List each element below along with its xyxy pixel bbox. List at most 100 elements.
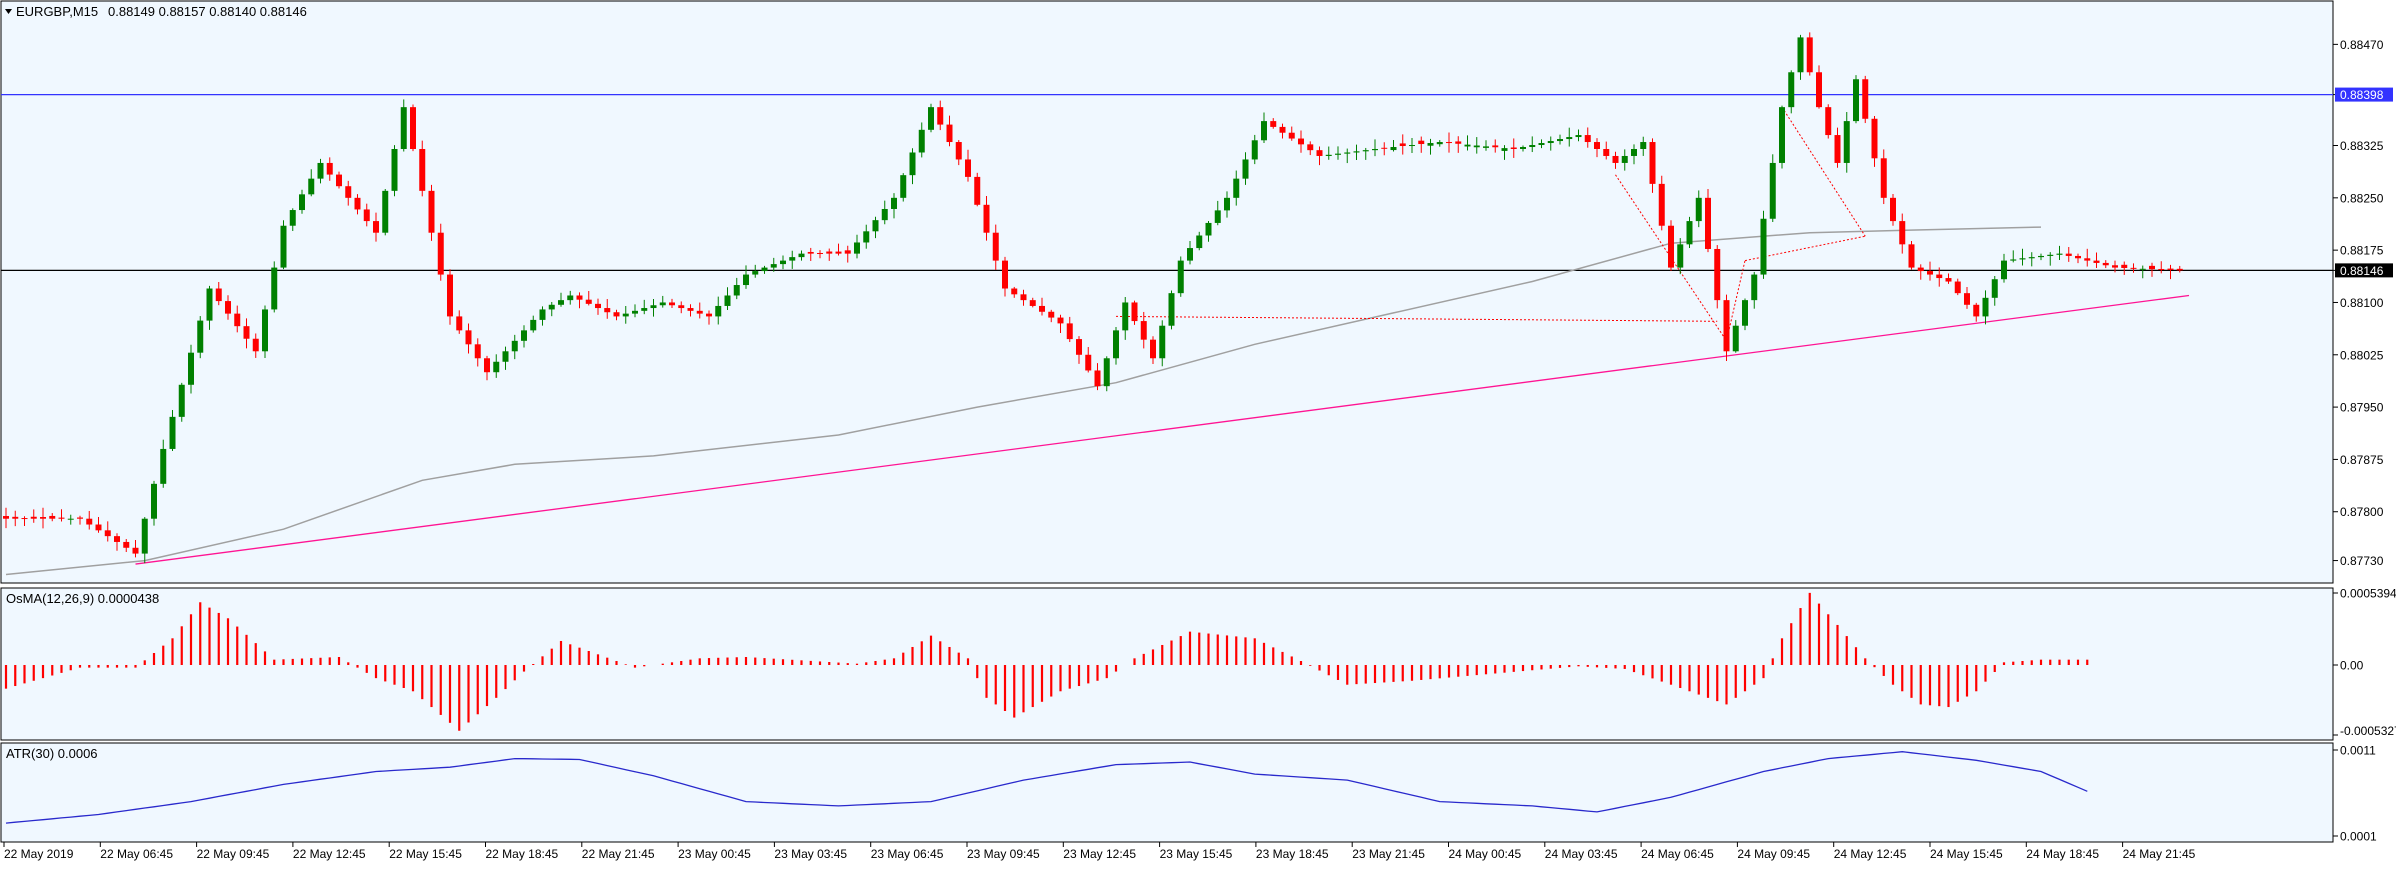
- candle-body: [696, 310, 703, 314]
- candle-body: [1316, 150, 1323, 156]
- time-tick-label: 24 May 03:45: [1545, 847, 1618, 861]
- candle-body: [77, 517, 83, 519]
- candle-body: [1205, 222, 1212, 236]
- candle-body: [178, 384, 185, 417]
- price-panel[interactable]: EURGBP,M15 0.88149 0.88157 0.88140 0.881…: [0, 0, 2334, 584]
- candle-body: [1159, 325, 1166, 359]
- candle-body: [1806, 37, 1813, 73]
- candle-body: [678, 305, 685, 309]
- candle-body: [946, 124, 953, 143]
- candle-body: [1584, 135, 1591, 143]
- candle-body: [262, 309, 268, 352]
- candle-body: [1723, 300, 1730, 352]
- candle-body: [169, 416, 176, 449]
- candle-body: [1936, 274, 1943, 279]
- time-tick-label: 24 May 12:45: [1834, 847, 1907, 861]
- candle-body: [1418, 140, 1425, 145]
- ohlc-values: 0.88149 0.88157 0.88140 0.88146: [108, 4, 307, 19]
- candle-body: [215, 288, 222, 302]
- candle-body: [1843, 121, 1850, 163]
- resistance-price-badge: [2335, 87, 2393, 102]
- candle-body: [1742, 300, 1748, 326]
- candle-body: [1177, 260, 1184, 294]
- candle-body: [391, 149, 398, 191]
- trendline[interactable]: [135, 294, 2190, 565]
- candle-body: [909, 152, 916, 176]
- candle-body: [58, 517, 65, 519]
- price-tick-label: 0.88025: [2340, 348, 2384, 362]
- candle-body: [1436, 142, 1443, 145]
- candle-body: [1880, 158, 1887, 198]
- candle-body: [410, 107, 416, 149]
- candle-body: [1557, 139, 1563, 142]
- candle-body: [30, 516, 37, 519]
- candle-body: [141, 518, 148, 554]
- candle-body: [1066, 323, 1073, 340]
- price-tick-label: 0.88470: [2340, 38, 2384, 52]
- candle-body: [1547, 141, 1554, 144]
- candle-body: [992, 232, 999, 261]
- candle-body: [1631, 149, 1637, 156]
- candle-body: [530, 319, 537, 331]
- candle-body: [817, 252, 823, 254]
- candle-body: [863, 231, 870, 243]
- candle-body: [400, 107, 407, 149]
- candle-body: [807, 251, 814, 254]
- candle-body: [1011, 288, 1018, 295]
- osma-panel[interactable]: OsMA(12,26,9) 0.0000438: [0, 587, 2334, 741]
- candle-body: [780, 260, 786, 265]
- price-tick-label: 0.87875: [2340, 453, 2384, 467]
- candle-body: [1233, 178, 1240, 198]
- candle-body: [3, 516, 9, 519]
- candle-body: [539, 309, 546, 320]
- candle-body: [447, 274, 453, 317]
- candle-body: [67, 518, 74, 520]
- candle-body: [2028, 257, 2035, 259]
- candle-body: [595, 303, 601, 309]
- candle-body: [1362, 150, 1369, 152]
- candle-body: [1242, 159, 1249, 179]
- candle-body: [965, 159, 971, 177]
- dropdown-triangle-icon[interactable]: [5, 9, 12, 14]
- candle-body: [465, 330, 472, 345]
- candle-body: [206, 288, 213, 321]
- time-tick-label: 22 May 18:45: [486, 847, 559, 861]
- candle-body: [317, 162, 324, 179]
- candle-body: [151, 483, 157, 519]
- candles: [3, 32, 2183, 564]
- candle-body: [2047, 254, 2054, 256]
- candle-body: [1103, 358, 1110, 387]
- candle-body: [1122, 302, 1129, 331]
- candle-body: [1964, 293, 1970, 305]
- candle-body: [983, 204, 990, 233]
- candle-body: [1658, 183, 1665, 226]
- candle-body: [1029, 300, 1036, 306]
- time-tick-label: 22 May 06:45: [100, 847, 173, 861]
- candle-body: [567, 295, 574, 301]
- candle-body: [918, 129, 925, 153]
- candle-body: [419, 149, 426, 191]
- candle-body: [1288, 132, 1295, 139]
- candle-body: [558, 300, 564, 305]
- candle-body: [456, 316, 463, 331]
- candle-body: [326, 162, 333, 175]
- time-tick-label: 23 May 03:45: [774, 847, 847, 861]
- price-axis: 0.88470 0.88398 0.88325 0.88250 0.88175 0.881…: [2333, 38, 2393, 568]
- candle-body: [1917, 267, 1924, 272]
- candle-body: [336, 174, 342, 187]
- candle-body: [1187, 248, 1193, 261]
- candle-body: [1732, 325, 1739, 352]
- osma-title: OsMA(12,26,9) 0.0000438: [6, 591, 159, 606]
- candle-body: [1076, 339, 1082, 355]
- candle-body: [1251, 140, 1258, 160]
- candle-body: [1862, 79, 1869, 119]
- atr-panel[interactable]: ATR(30) 0.0006: [0, 742, 2334, 843]
- candle-body: [1927, 271, 1933, 275]
- time-tick-label: 24 May 06:45: [1641, 847, 1714, 861]
- candle-body: [1640, 142, 1647, 149]
- candle-body: [1695, 197, 1702, 222]
- candle-body: [1214, 210, 1221, 223]
- candle-body: [1279, 126, 1286, 133]
